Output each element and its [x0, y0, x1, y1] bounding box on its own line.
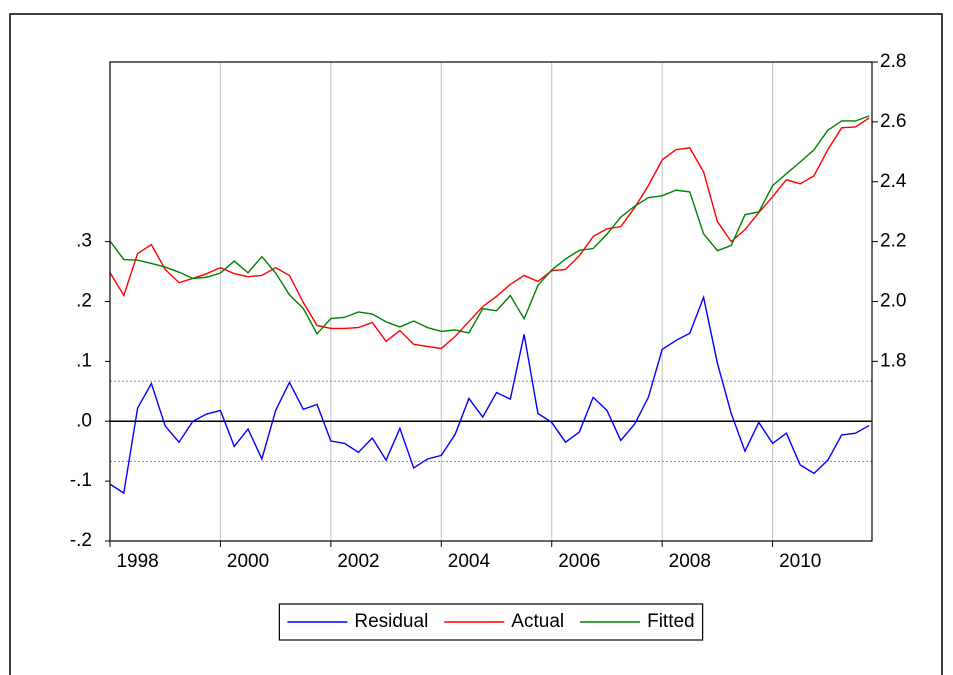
x-tick-label: 2004 [448, 551, 491, 572]
series-line [109, 117, 870, 350]
y-tick-label: .0 [76, 410, 92, 431]
y2-tick-label: 2.2 [880, 231, 906, 252]
legend-label: Fitted [647, 611, 695, 632]
series-line [109, 115, 870, 336]
x-tick-label: 2002 [337, 551, 379, 572]
y-tick-label: -.2 [70, 530, 92, 551]
x-tick-label: 2000 [227, 551, 269, 572]
y-tick-label: .2 [76, 291, 92, 312]
y2-tick-label: 2.0 [880, 291, 906, 312]
series-line [109, 294, 870, 495]
y2-tick-label: 2.4 [880, 171, 907, 192]
x-tick-label: 2010 [779, 551, 821, 572]
x-tick-label: 2008 [669, 551, 711, 572]
y2-tick-label: 1.8 [880, 350, 906, 371]
outer-frame [9, 13, 943, 675]
y-tick-label: .1 [76, 350, 92, 371]
legend: Residual Actual Fitted [278, 603, 704, 641]
legend-label: Residual [354, 611, 428, 632]
x-tick-label: 2006 [558, 551, 600, 572]
y-tick-label: -.1 [70, 470, 92, 491]
y-tick-label: .3 [76, 231, 92, 252]
y2-tick-label: 2.6 [880, 111, 906, 132]
y2-tick-label: 2.8 [880, 51, 906, 72]
legend-label: Actual [511, 611, 564, 632]
plot-frame [109, 61, 873, 542]
x-tick-label: 1998 [116, 551, 158, 572]
